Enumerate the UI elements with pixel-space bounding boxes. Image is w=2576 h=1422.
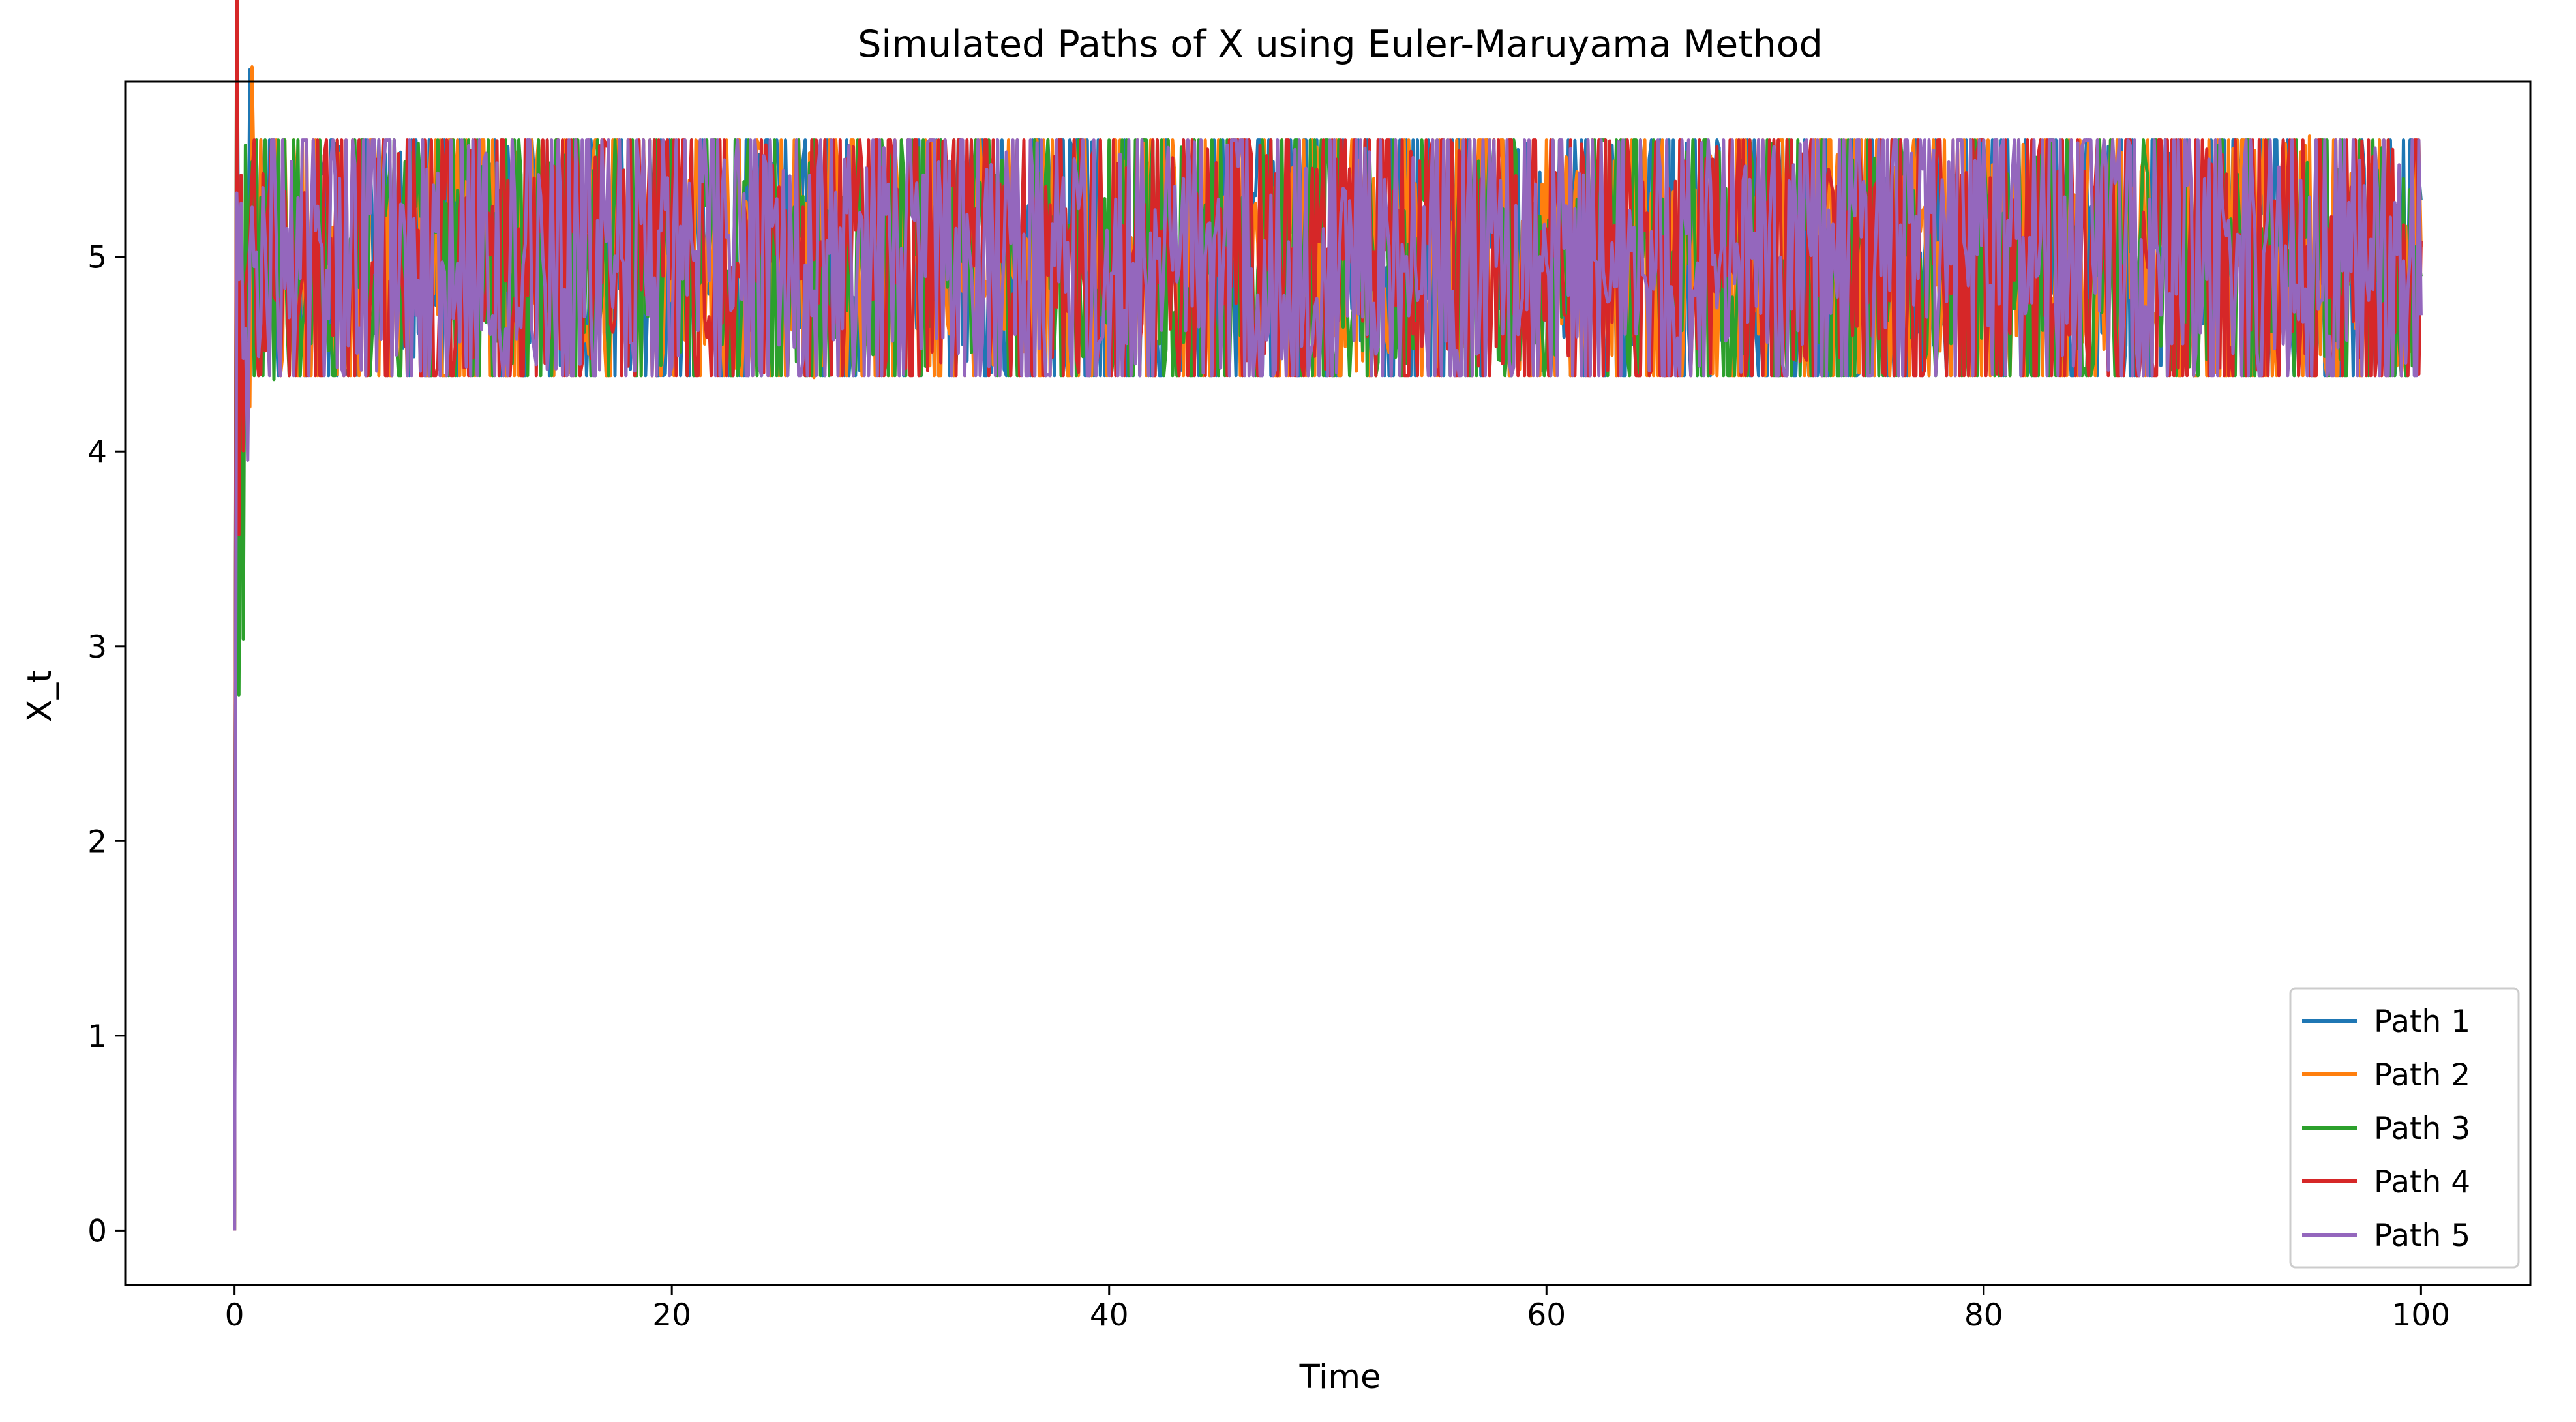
x-tick-label: 20: [652, 1297, 691, 1333]
legend: Path 1 Path 2 Path 3 Path 4 Path 5: [2289, 987, 2520, 1269]
x-tick-label: 40: [1090, 1297, 1129, 1333]
x-axis-label: Time: [1299, 1358, 1381, 1397]
chart-title: Simulated Paths of X using Euler-Maruyam…: [858, 23, 1823, 66]
y-tick-label: 2: [87, 824, 107, 860]
y-tick-label: 0: [87, 1213, 107, 1249]
legend-box: [2289, 987, 2520, 1269]
legend-label: Path 4: [2374, 1164, 2470, 1200]
legend-label: Path 3: [2374, 1111, 2470, 1147]
series-line-path-5: [233, 138, 2423, 1231]
y-axis-label: X_t: [21, 670, 59, 722]
x-axis: 0 20 40 60 80 100: [225, 1285, 2451, 1333]
x-tick-label: 0: [225, 1297, 245, 1333]
x-tick-label: 60: [1527, 1297, 1566, 1333]
y-tick-label: 3: [87, 629, 107, 665]
plot-frame: [124, 80, 2532, 1286]
y-tick-label: 1: [87, 1019, 107, 1055]
x-tick-label: 80: [1964, 1297, 2003, 1333]
legend-label: Path 1: [2374, 1004, 2470, 1040]
x-tick-label: 100: [2392, 1297, 2451, 1333]
series-lines: [233, 0, 2423, 1231]
y-tick-label: 5: [87, 240, 107, 276]
legend-label: Path 2: [2374, 1057, 2470, 1093]
y-axis: 0 1 2 3 4 5: [87, 240, 125, 1249]
legend-label: Path 5: [2374, 1218, 2470, 1254]
y-tick-label: 4: [87, 434, 107, 470]
